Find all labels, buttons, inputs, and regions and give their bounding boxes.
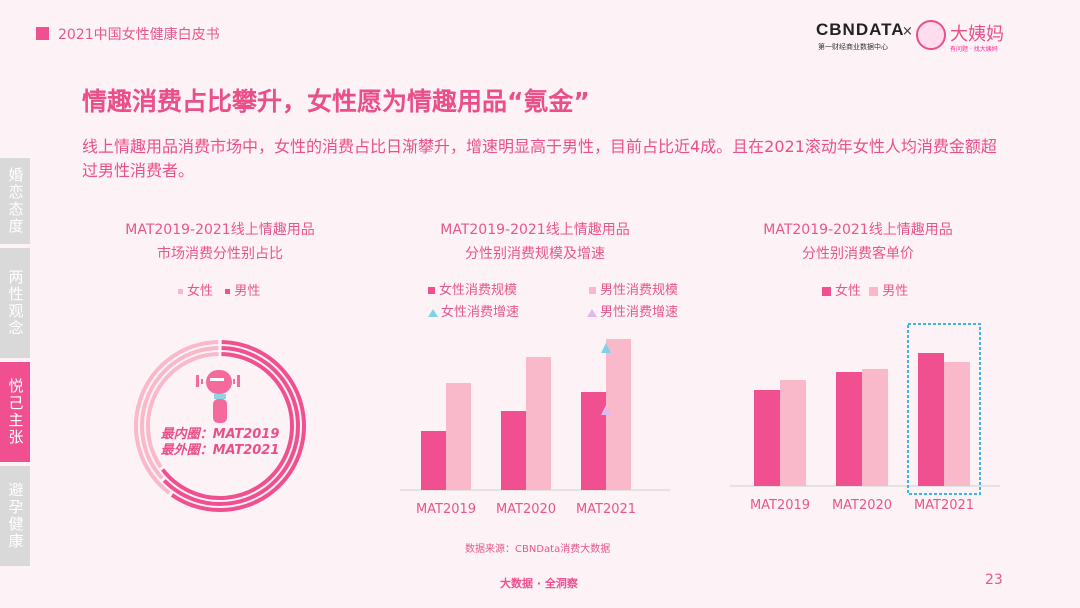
chart1-title-line1: MAT2019-2021线上情趣用品 (125, 222, 315, 238)
logo-cross: × (902, 24, 913, 39)
footer-slogan: 大数据 · 全洞察 (500, 577, 578, 590)
chart2-bars: MAT2019 MAT2020 MAT2021 (400, 339, 670, 517)
legend-female-swatch (822, 287, 831, 296)
legend-male: 男性 (234, 284, 261, 299)
cbndata-logo: CBNDATA (816, 20, 905, 39)
ring-MAT2020-male (162, 346, 300, 506)
legend-female-swatch (178, 289, 183, 294)
sidebar-item-contraception[interactable]: 避孕健康 (0, 466, 30, 566)
bar-MAT2019-male (446, 383, 471, 490)
chart3-title-line2: 分性别消费客单价 (802, 246, 914, 262)
chart2-legend: 女性消费规模 男性消费规模 女性消费增速 男性消费增速 (428, 280, 678, 324)
legend-male: 男性 (882, 284, 909, 299)
page-title: 情趣消费占比攀升，女性愿为情趣用品“氪金” (82, 87, 590, 116)
legend-female-growth: 女性消费增速 (441, 305, 520, 320)
chart3-legend: 女性 男性 (822, 280, 908, 299)
x-tick-MAT2021: MAT2021 (914, 498, 974, 513)
x-tick-MAT2020: MAT2020 (496, 502, 556, 517)
legend-female-growth-triangle-icon (428, 308, 438, 317)
legend-male-growth-triangle-icon (586, 308, 597, 317)
legend-female: 女性 (187, 284, 214, 299)
growth-marker-female (601, 343, 611, 353)
legend-female: 女性 (835, 284, 862, 299)
legend-male-swatch (869, 287, 879, 296)
legend-male-growth: 男性消费增速 (599, 305, 678, 320)
data-source: 数据来源：CBNData消费大数据 (465, 544, 611, 555)
bar-MAT2019-female (421, 431, 446, 490)
bar-MAT2021-male (944, 362, 970, 486)
chart1-donut: 最内圈：MAT2019 最外圈：MAT2021 (134, 340, 306, 512)
chart1-title: MAT2019-2021线上情趣用品 市场消费分性别占比 (90, 218, 350, 266)
annotation-outer: 最外圈：MAT2021 (161, 442, 280, 458)
page-description: 线上情趣用品消费市场中，女性的消费占比日渐攀升，增速明显高于男性，目前占比近4成… (82, 137, 997, 180)
dayima-face-icon (916, 20, 946, 50)
ring-MAT2019-female (146, 352, 219, 469)
dayima-subtitle: 有问题 · 找大姨妈 (950, 46, 998, 53)
sidebar-item-marriage[interactable]: 婚恋态度 (0, 158, 30, 244)
page-number: 23 (985, 572, 1003, 588)
bar-MAT2021-female (918, 353, 944, 486)
chart1-legend: 女性 男性 (178, 280, 260, 299)
sidebar-item-gender-views[interactable]: 两性观念 (0, 248, 30, 358)
bar-MAT2019-male (780, 380, 806, 486)
annotation-inner: 最内圈：MAT2019 (161, 426, 280, 442)
cbndata-subtitle: 第一财经商业数据中心 (818, 43, 888, 51)
legend-female-scale-swatch (428, 287, 435, 294)
chart3-bars: MAT2019 MAT2020 MAT2021 (730, 323, 1000, 513)
dayima-logo: 大姨妈 (950, 24, 1004, 45)
bar-MAT2020-male (526, 357, 551, 490)
chart1-title-line2: 市场消费分性别占比 (157, 246, 283, 262)
ring-MAT2021-male (170, 340, 306, 512)
report-title: 2021中国女性健康白皮书 (58, 27, 220, 43)
massager-icon (196, 370, 240, 423)
ring-MAT2019-male (161, 352, 294, 500)
header-marker (36, 27, 49, 40)
legend-male-swatch (225, 289, 231, 294)
chart2-title-line1: MAT2019-2021线上情趣用品 (440, 222, 630, 238)
ring-MAT2020-female (140, 346, 219, 480)
bar-MAT2021-female (581, 392, 606, 490)
x-tick-MAT2019: MAT2019 (750, 498, 810, 513)
x-tick-MAT2019: MAT2019 (416, 502, 476, 517)
chart3-title-line1: MAT2019-2021线上情趣用品 (763, 222, 953, 238)
bar-MAT2019-female (754, 390, 780, 486)
legend-female-scale: 女性消费规模 (439, 283, 518, 298)
chart2-title: MAT2019-2021线上情趣用品 分性别消费规模及增速 (405, 218, 665, 266)
bar-MAT2020-female (836, 372, 862, 486)
x-tick-MAT2020: MAT2020 (832, 498, 892, 513)
ring-MAT2021-female (134, 340, 219, 495)
legend-male-scale: 男性消费规模 (599, 283, 678, 298)
sidebar-item-self-pleasure[interactable]: 悦己主张 (0, 362, 30, 462)
brand-logos: CBNDATA 第一财经商业数据中心 × 大姨妈 有问题 · 找大姨妈 (816, 20, 1036, 56)
chart3-title: MAT2019-2021线上情趣用品 分性别消费客单价 (728, 218, 988, 266)
highlight-box-MAT2021 (907, 323, 981, 495)
growth-marker-male (601, 405, 611, 415)
bar-MAT2020-female (501, 411, 526, 490)
bar-MAT2020-male (862, 369, 888, 486)
chart2-title-line2: 分性别消费规模及增速 (465, 246, 605, 262)
legend-male-scale-swatch (588, 287, 596, 294)
x-tick-MAT2021: MAT2021 (576, 502, 636, 517)
